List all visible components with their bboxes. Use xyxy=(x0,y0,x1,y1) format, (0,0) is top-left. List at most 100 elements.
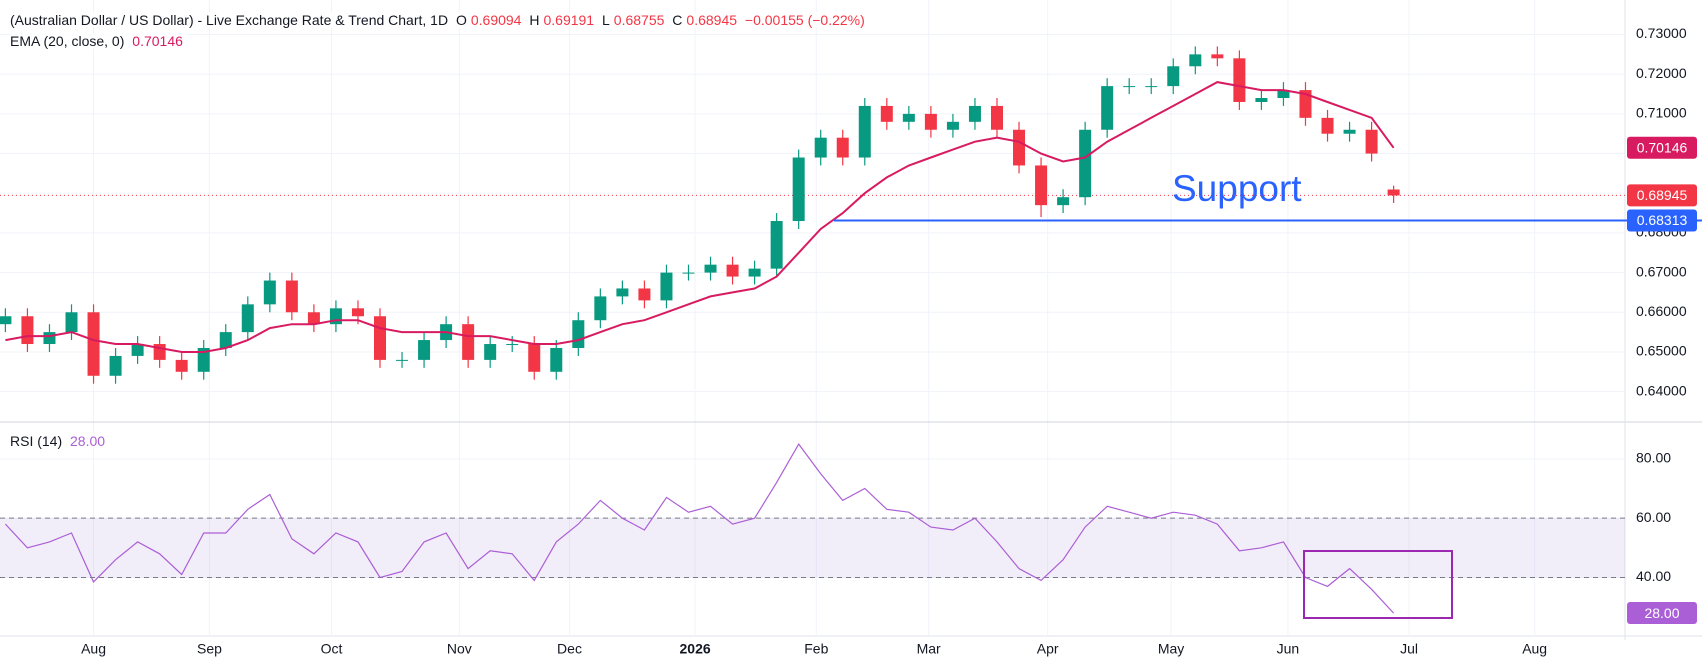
candle-body xyxy=(814,137,827,158)
candle-body xyxy=(396,359,409,361)
series-line xyxy=(5,81,1395,353)
candle-body xyxy=(374,316,387,360)
candle-body xyxy=(1343,129,1356,134)
x-tick-label: Jul xyxy=(1400,641,1418,657)
candle-body xyxy=(241,304,254,333)
y-tick-label: 0.64000 xyxy=(1636,382,1687,398)
candle-body xyxy=(748,268,761,277)
ohlc-value: 0.68945 xyxy=(686,12,738,28)
candle-body xyxy=(307,312,320,325)
ohlc-value: 0.69191 xyxy=(543,12,595,28)
candle-body xyxy=(1101,86,1114,130)
last-price-label: 0.68945 xyxy=(1637,187,1688,203)
ohlc-key: C xyxy=(672,12,683,28)
candle-body xyxy=(660,272,673,301)
candle-body xyxy=(418,340,431,360)
candle-body xyxy=(109,355,122,376)
candle-body xyxy=(1255,98,1268,102)
x-tick-label: Mar xyxy=(917,641,941,657)
x-tick-label: 2026 xyxy=(680,641,711,657)
y-tick-label: 0.72000 xyxy=(1636,65,1687,81)
candle-body xyxy=(836,137,849,158)
candle-body xyxy=(1211,54,1224,59)
candle-body xyxy=(968,105,981,122)
x-tick-label: Nov xyxy=(447,641,472,657)
x-tick-label: Aug xyxy=(1522,641,1547,657)
candle-body xyxy=(263,280,276,305)
candle-body xyxy=(594,296,607,321)
candle-body xyxy=(1079,129,1092,198)
highlight-box xyxy=(1303,550,1453,619)
candle-body xyxy=(87,312,100,376)
candle-body xyxy=(924,113,937,130)
support-price-label-box xyxy=(1627,209,1697,232)
x-tick-label: Jun xyxy=(1277,641,1300,657)
y-tick-label: 0.66000 xyxy=(1636,303,1687,319)
legend-value: 28.00 xyxy=(70,433,106,449)
y-tick-label: 0.67000 xyxy=(1636,263,1687,279)
ema-legend: EMA (20, close, 0) 0.70146 xyxy=(10,33,187,49)
x-tick-label: Aug xyxy=(81,641,106,657)
candle-body xyxy=(1189,54,1202,67)
last-price-label-box xyxy=(1627,184,1697,207)
rsi-legend: RSI (14) 28.00 xyxy=(10,433,110,449)
x-tick-label: May xyxy=(1158,641,1184,657)
title: (Australian Dollar / US Dollar) - Live E… xyxy=(10,12,449,28)
x-tick-label: Sep xyxy=(197,641,222,657)
ohlc-value: 0.68755 xyxy=(613,12,665,28)
ema-price-label: 0.70146 xyxy=(1637,139,1688,155)
header: (Australian Dollar / US Dollar) - Live E… xyxy=(10,12,869,28)
candle-body xyxy=(550,347,563,372)
candle-body xyxy=(1167,66,1180,87)
ohlc-value: 0.69094 xyxy=(470,12,522,28)
candle-body xyxy=(43,332,56,345)
support-label: Support xyxy=(1172,168,1302,209)
x-tick-label: Apr xyxy=(1037,641,1059,657)
rsi-value-label: 28.00 xyxy=(1644,605,1679,621)
y-tick-label: 0.73000 xyxy=(1636,25,1687,41)
candle-body xyxy=(1013,129,1026,166)
ohlc-key: O xyxy=(455,12,467,28)
candle-body xyxy=(946,121,959,130)
candle-body xyxy=(1365,129,1378,154)
y-tick-label: 40.00 xyxy=(1636,568,1671,584)
legend-value: 0.70146 xyxy=(132,33,183,49)
rsi-value-label-box xyxy=(1627,602,1697,625)
candle-body xyxy=(1387,189,1400,196)
candle-body xyxy=(175,359,188,372)
candle-body xyxy=(528,344,541,372)
candle-body xyxy=(1123,86,1136,88)
y-tick-label: 0.71000 xyxy=(1636,105,1687,121)
candle-body xyxy=(770,221,783,269)
candle-body xyxy=(65,312,78,333)
candle-body xyxy=(1321,117,1334,134)
rsi-band xyxy=(0,518,1625,578)
candle-body xyxy=(902,113,915,122)
candle-body xyxy=(638,288,651,301)
candle-body xyxy=(21,316,34,345)
candle-body xyxy=(616,288,629,297)
ohlc-key: L xyxy=(601,12,610,28)
y-tick-label: 60.00 xyxy=(1636,509,1671,525)
legend-name: EMA (20, close, 0) xyxy=(10,33,125,49)
ohlc-key: H xyxy=(529,12,540,28)
candle-body xyxy=(990,105,1003,130)
x-tick-label: Dec xyxy=(557,641,582,657)
candle-body xyxy=(704,264,717,273)
x-tick-label: Oct xyxy=(321,641,343,657)
candle-body xyxy=(726,264,739,277)
candle-body xyxy=(1299,90,1312,118)
candle-body xyxy=(1057,197,1070,206)
candle-body xyxy=(792,157,805,222)
candle-body xyxy=(858,105,871,158)
candle-body xyxy=(506,344,519,346)
candle-body xyxy=(131,344,144,356)
y-tick-label: 80.00 xyxy=(1636,450,1671,466)
candle-body xyxy=(462,324,475,360)
change: −0.00155 (−0.22%) xyxy=(744,12,865,28)
candle-body xyxy=(285,280,298,313)
candle-body xyxy=(572,320,585,348)
